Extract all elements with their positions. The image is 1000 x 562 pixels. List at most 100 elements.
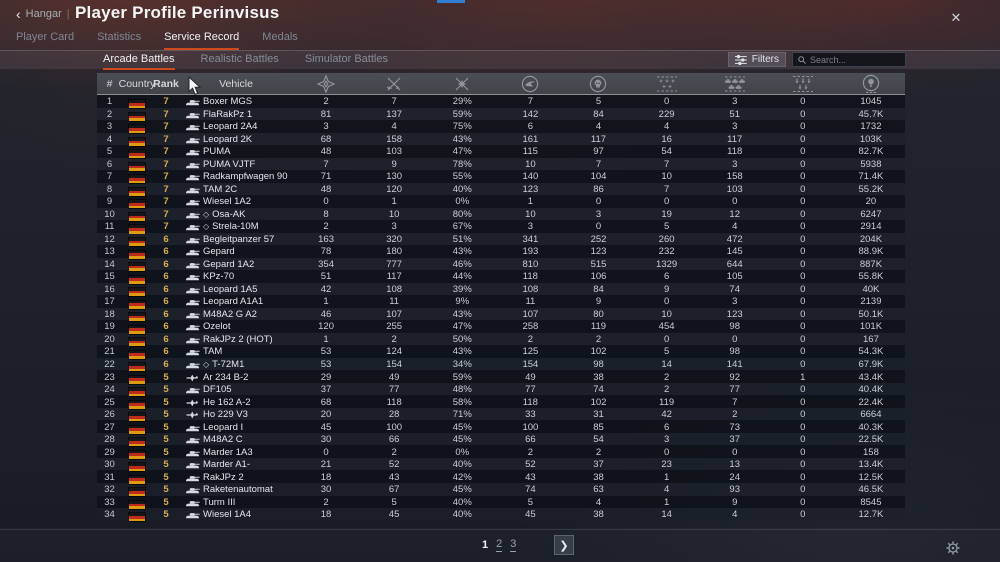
subtab-simulator-battles[interactable]: Simulator Battles [304, 53, 388, 65]
stat-deaths: 31 [593, 409, 604, 421]
col-country[interactable]: Country [118, 77, 156, 90]
tank-icon [185, 100, 200, 106]
stat-deaths: 119 [590, 321, 607, 333]
table-row[interactable]: 23 5 Ar 234 B-2 29 49 59% 49 38 2 92 [97, 370, 905, 385]
row-number: 24 [104, 384, 115, 396]
table-row[interactable]: 29 5 Marder 1A3 0 2 0% 2 2 0 0 0 [97, 445, 905, 460]
tab-statistics[interactable]: Statistics [97, 31, 142, 43]
table-row[interactable]: 26 5 Ho 229 V3 20 28 71% 33 31 42 2 [97, 407, 905, 423]
table-row[interactable]: 15 6 KPz-70 51 117 44% 118 106 6 105 [97, 270, 905, 285]
subtab-realistic-battles[interactable]: Realistic Battles [200, 53, 279, 65]
table-row[interactable]: 9 7 Wiesel 1A2 0 1 0% 1 0 0 0 0 [97, 195, 905, 210]
col-victories[interactable] [292, 73, 360, 94]
stat-victories: 120 [318, 321, 334, 333]
table-row[interactable]: 10 7 ◇ Osa-AK 8 10 80% 10 3 19 12 [97, 207, 905, 222]
table-row[interactable]: 22 6 ◇ T-72M1 53 154 34% 154 98 14 141 [97, 357, 905, 373]
table-row[interactable]: 16 6 Leopard 1A5 42 108 39% 108 84 9 [97, 282, 905, 298]
stat-win-rate: 80% [452, 208, 472, 220]
tab-service-record[interactable]: Service Record [164, 31, 240, 50]
table-row[interactable]: 18 6 M48A2 G A2 46 107 43% 107 80 10 [97, 307, 905, 323]
stat-naval-targets: 0 [800, 271, 806, 283]
table-row[interactable]: 34 5 Wiesel 1A4 18 45 40% 45 38 14 4 [97, 508, 905, 523]
back-to-hangar-button[interactable]: ‹ Hangar | [16, 7, 70, 21]
table-row[interactable]: 31 5 RakJPz 2 18 43 42% 43 38 1 24 [97, 470, 905, 485]
premium-marker: ◇ [203, 359, 210, 369]
stat-research: 20 [865, 196, 877, 208]
col-win-rate[interactable] [428, 74, 496, 94]
row-number: 23 [104, 371, 115, 383]
page-1-current[interactable]: 1 [482, 538, 489, 551]
table-row[interactable]: 14 6 Gepard 1A2 354 777 46% 810 515 1329 [97, 257, 905, 273]
table-row[interactable]: 7 7 Radkampfwagen 90 71 130 55% 140 104 … [97, 170, 905, 185]
stat-ground-targets: 145 [726, 246, 743, 258]
table-row[interactable]: 1 7 Boxer MGS 2 7 29% 7 5 0 3 0 [97, 95, 905, 110]
stat-battles: 3 [391, 221, 397, 233]
stat-battles: 108 [386, 283, 403, 295]
search-input[interactable] [810, 54, 900, 65]
stat-victories: 30 [320, 484, 332, 496]
table-row[interactable]: 21 6 TAM 53 124 43% 125 102 5 98 [97, 345, 905, 360]
close-icon[interactable]: ✕ [950, 10, 962, 25]
table-row[interactable]: 32 5 Raketenautomat 30 67 45% 74 63 4 [97, 482, 905, 498]
col-respawns[interactable] [496, 74, 564, 94]
stat-respawns: 66 [525, 434, 536, 446]
stat-naval-targets: 0 [800, 459, 806, 471]
table-row[interactable]: 33 5 Turm III 2 5 40% 5 4 1 9 0 [97, 495, 905, 510]
tank-icon [185, 350, 200, 356]
table-row[interactable]: 3 7 Leopard 2A4 3 4 75% 6 4 4 3 0 [97, 120, 905, 135]
table-row[interactable]: 20 6 RakJPz 2 (HOT) 1 2 50% 2 2 0 0 [97, 332, 905, 348]
col-rank-sorted[interactable]: Rank [153, 77, 179, 90]
stat-air-targets: 42 [661, 409, 672, 421]
filters-label: Filters [751, 54, 779, 65]
stat-ground-targets: 0 [732, 446, 738, 458]
subtab-arcade-battles[interactable]: Arcade Battles [103, 53, 175, 70]
tank-icon [185, 475, 200, 481]
col-vehicle[interactable]: Vehicle [219, 77, 253, 90]
col-ground-targets[interactable] [701, 75, 769, 93]
vehicle-rank: 7 [163, 96, 169, 108]
table-row[interactable]: 25 5 He 162 A-2 68 118 58% 118 102 119 [97, 395, 905, 410]
vehicle-cell: Radkampfwagen 90 [180, 171, 292, 183]
battle-mode-tabs: Arcade Battles Realistic Battles Simulat… [103, 53, 388, 70]
table-row[interactable]: 5 7 PUMA 48 103 47% 115 97 54 118 [97, 145, 905, 160]
table-row[interactable]: 8 7 TAM 2C 48 120 40% 123 86 7 103 [97, 182, 905, 197]
col-air-targets[interactable] [633, 75, 701, 93]
tab-player-card[interactable]: Player Card [16, 31, 75, 43]
title-separator: | [66, 8, 70, 20]
stat-victories: 354 [318, 258, 334, 270]
filters-button[interactable]: Filters [728, 52, 786, 67]
table-row[interactable]: 27 5 Leopard I 45 100 45% 100 85 6 73 [97, 420, 905, 435]
vehicle-rank: 5 [163, 396, 169, 408]
table-row[interactable]: 11 7 ◇ Strela-10M 2 3 67% 3 0 5 4 [97, 220, 905, 235]
table-row[interactable]: 12 6 Begleitpanzer 57 163 320 51% 341 25… [97, 232, 905, 247]
stat-respawns: 7 [527, 96, 534, 108]
col-research-points[interactable] [837, 74, 905, 94]
next-page-button[interactable]: ❯ [554, 535, 574, 555]
stat-battles: 154 [386, 358, 403, 370]
stat-deaths: 117 [590, 133, 607, 145]
page-2-link[interactable]: 2 [496, 538, 503, 552]
table-row[interactable]: 13 6 Gepard 78 180 43% 193 123 232 14 [97, 245, 905, 260]
col-naval-targets[interactable] [769, 75, 837, 93]
table-row[interactable]: 28 5 M48A2 C 30 66 45% 66 54 3 37 [97, 432, 905, 448]
country-flag-germany [122, 358, 152, 373]
page-3-link[interactable]: 3 [510, 538, 517, 552]
table-row[interactable]: 19 6 Ozelot 120 255 47% 258 119 454 9 [97, 320, 905, 335]
stat-naval-targets: 0 [800, 484, 806, 496]
table-row[interactable]: 4 7 Leopard 2K 68 158 43% 161 117 16 [97, 132, 905, 147]
table-row[interactable]: 17 6 Leopard A1A1 1 11 9% 11 9 0 3 [97, 295, 905, 310]
col-deaths[interactable] [564, 74, 632, 94]
table-row[interactable]: 2 7 FlaRakPz 1 81 137 59% 142 84 229 [97, 107, 905, 122]
subtab-strip [0, 51, 1000, 69]
col-number[interactable]: # [106, 77, 113, 90]
settings-button[interactable] [946, 541, 960, 555]
vehicle-rank: 5 [163, 421, 169, 433]
stat-battles: 100 [386, 421, 403, 433]
vehicle-cell: Marder 1A3 [180, 447, 292, 459]
tab-medals[interactable]: Medals [262, 31, 298, 43]
table-row[interactable]: 30 5 Marder A1- 21 52 40% 52 37 23 13 [97, 457, 905, 473]
table-row[interactable]: 6 7 PUMA VJTF 7 9 78% 10 7 7 3 0 [97, 157, 905, 172]
stat-win-rate: 43% [452, 246, 472, 258]
col-battles[interactable] [360, 74, 428, 94]
table-row[interactable]: 24 5 DF105 37 77 48% 77 74 2 77 0 [97, 382, 905, 398]
